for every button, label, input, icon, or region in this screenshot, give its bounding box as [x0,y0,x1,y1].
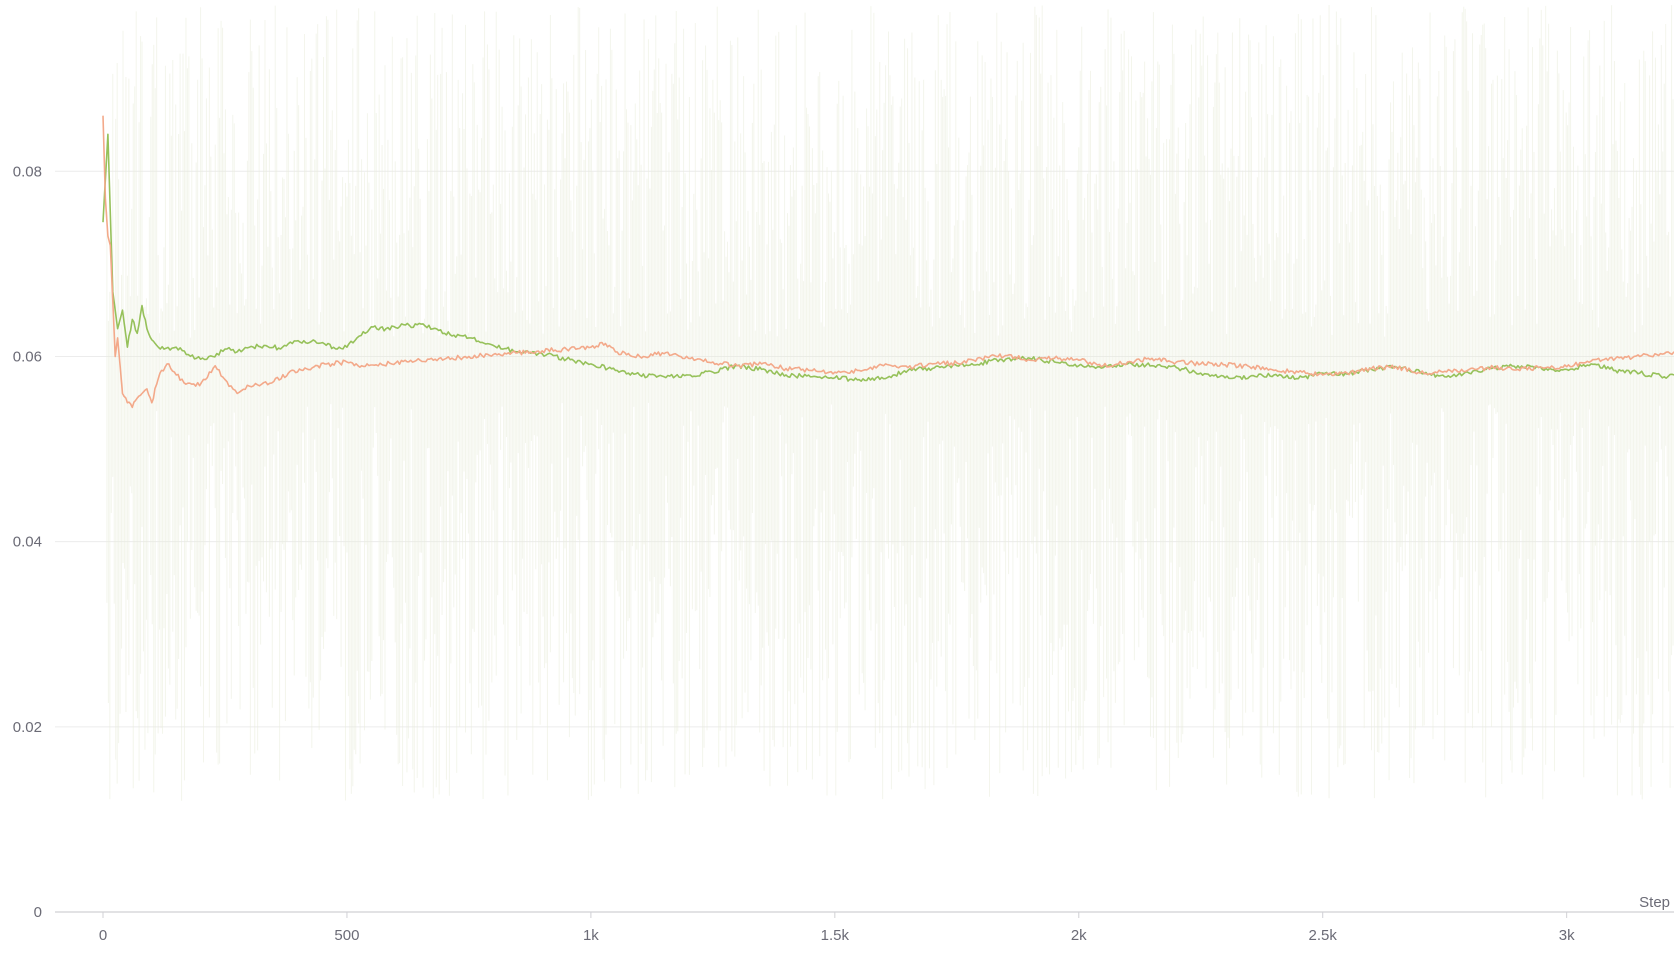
series-lines [102,115,1674,409]
y-tick-label: 0.06 [13,348,42,365]
x-tick-label: 0 [99,927,107,944]
x-tick-label: 500 [334,927,359,944]
y-tick-label: 0.04 [13,534,42,551]
x-tick-label: 1k [583,927,599,944]
x-tick-label: 2k [1071,927,1087,944]
x-tick-label: 3k [1559,927,1575,944]
x-tick-label: 2.5k [1309,927,1338,944]
series-line-2 [102,115,1674,409]
x-axis-label: Step [1639,894,1670,911]
y-tick-label: 0.08 [13,163,42,180]
y-tick-label: 0 [34,904,42,921]
y-axis-ticks: 0 0.02 0.04 0.06 0.08 [13,163,42,921]
x-axis-ticks: 0 500 1k 1.5k 2k 2.5k 3k [99,912,1575,944]
y-tick-label: 0.02 [13,719,42,736]
raw-noise-band [106,5,1674,801]
x-tick-label: 1.5k [821,927,850,944]
